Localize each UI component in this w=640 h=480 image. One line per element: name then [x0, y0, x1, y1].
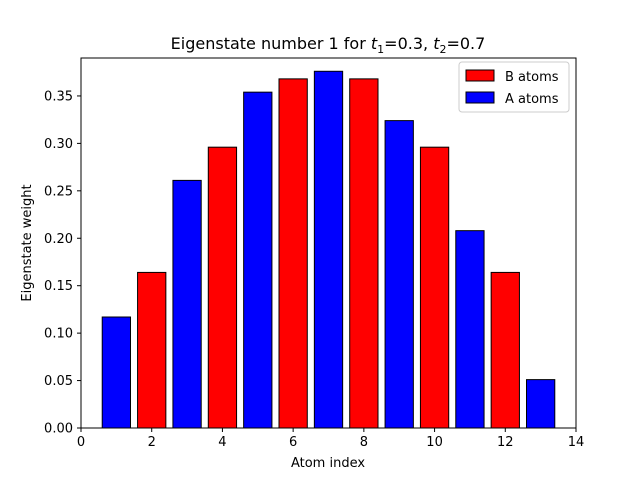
bar-a-atoms-9: [384, 120, 414, 429]
x-tick-label: 10: [426, 435, 443, 450]
x-tick-label: 14: [568, 435, 585, 450]
bar-a-atoms-13: [526, 379, 556, 429]
x-tick-label: 2: [148, 435, 156, 450]
bar-a-atoms-1: [101, 316, 132, 429]
bars-layer: [101, 70, 556, 429]
y-tick-label: 0.30: [44, 137, 73, 152]
y-tick-label: 0.35: [44, 89, 73, 104]
legend-label-b-atoms: B atoms: [505, 70, 559, 85]
bar-a-atoms-3: [172, 179, 202, 429]
y-tick-label: 0.05: [44, 374, 73, 389]
x-tick-label: 8: [360, 435, 368, 450]
legend-swatch-a-atoms: [465, 91, 495, 104]
legend-label-a-atoms: A atoms: [505, 92, 559, 107]
bar-a-atoms-11: [455, 230, 485, 429]
bar-b-atoms-2: [137, 271, 167, 429]
bar-b-atoms-4: [207, 146, 238, 429]
y-tick-label: 0.00: [44, 422, 73, 437]
bar-a-atoms-5: [243, 91, 273, 429]
bar-b-atoms-6: [278, 78, 308, 429]
y-tick-label: 0.20: [44, 232, 73, 247]
y-tick-label: 0.15: [44, 279, 73, 294]
x-axis-label: Atom index: [291, 456, 365, 471]
bar-b-atoms-12: [490, 271, 520, 429]
y-axis-label: Eigenstate weight: [20, 184, 35, 301]
x-tick-label: 6: [289, 435, 297, 450]
legend: B atoms A atoms: [458, 61, 570, 113]
x-tick-label: 4: [218, 435, 226, 450]
bar-b-atoms-10: [419, 146, 450, 429]
legend-swatch-b-atoms: [465, 69, 495, 82]
axes-layer: 0 2 4 6 8 10 12 14 0.00 0.05 0.10 0.15 0.20 0.25 0.30 0…: [44, 57, 585, 450]
y-tick-label: 0.10: [44, 327, 73, 342]
plot-frame: [80, 57, 577, 429]
x-tick-label: 0: [77, 435, 85, 450]
y-tick-label: 0.25: [44, 184, 73, 199]
bar-b-atoms-8: [349, 78, 379, 429]
chart-title: Eigenstate number 1 for t1=0.3, t2=0.7: [171, 34, 486, 56]
x-tick-label: 12: [497, 435, 514, 450]
bar-a-atoms-7: [313, 70, 344, 429]
